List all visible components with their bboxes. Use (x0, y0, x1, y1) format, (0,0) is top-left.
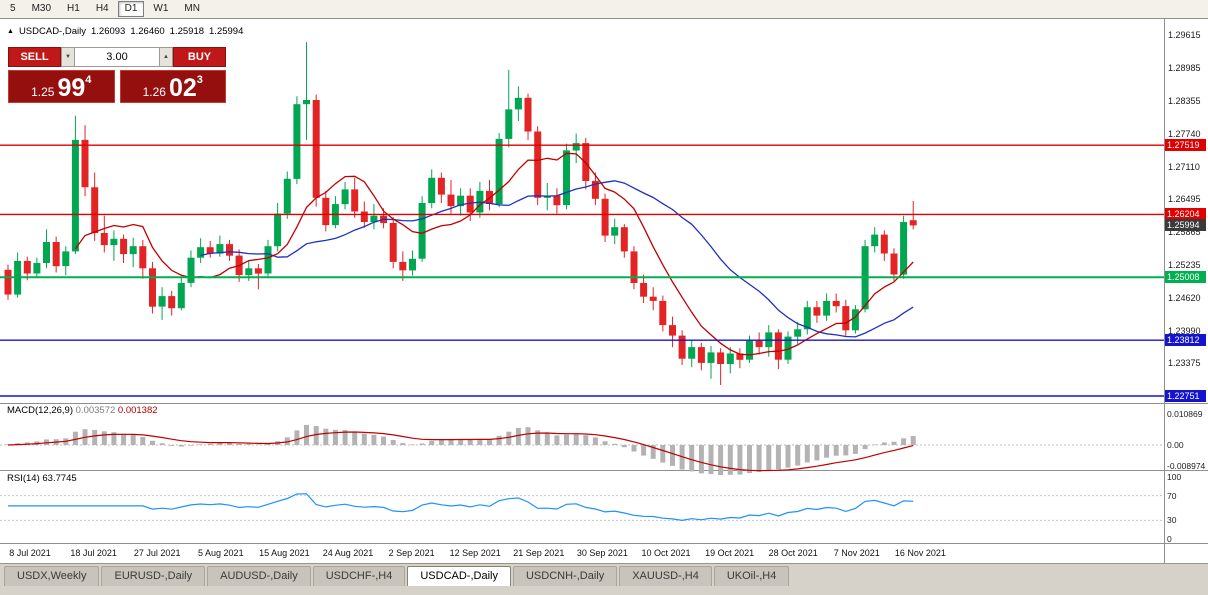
date-label: 8 Jul 2021 (9, 548, 51, 558)
date-label: 19 Oct 2021 (705, 548, 755, 558)
pane-dividers (0, 19, 1208, 563)
date-label: 5 Aug 2021 (198, 548, 244, 558)
timeframe-button-h1[interactable]: H1 (60, 1, 87, 17)
chart-tab-usdchf-h4[interactable]: USDCHF-,H4 (312, 566, 406, 586)
date-label: 16 Nov 2021 (894, 548, 946, 558)
chart-tab-ukoil-h4[interactable]: UKOil-,H4 (713, 566, 790, 586)
candles-layer (4, 42, 917, 385)
ohlc-high: 1.26460 (130, 26, 165, 37)
chart-tab-eurusd-daily[interactable]: EURUSD-,Daily (101, 566, 206, 586)
date-label: 18 Jul 2021 (70, 548, 117, 558)
buy-price-sup: 3 (196, 74, 203, 86)
chart-canvas[interactable] (0, 19, 1208, 563)
sell-price-big: 99 (57, 74, 86, 102)
chart-symbol-label: USDCAD-,Daily (18, 26, 86, 37)
volume-input[interactable] (75, 47, 159, 67)
one-click-trading-panel: SELL ▼ ▲ BUY 1.25 99 4 1.26 02 3 (8, 47, 226, 103)
chart-tab-usdx-weekly[interactable]: USDX,Weekly (4, 566, 100, 586)
sell-price-small: 1.25 (31, 85, 55, 99)
chart-marker-icon: ▲ (7, 28, 14, 35)
date-label: 15 Aug 2021 (259, 548, 310, 558)
timeframe-button-mn[interactable]: MN (177, 1, 207, 17)
date-label: 21 Sep 2021 (513, 548, 565, 558)
ohlc-close: 1.25994 (209, 26, 244, 37)
ma-fast-line (74, 152, 914, 356)
rsi-value: 63.7745 (42, 473, 77, 484)
date-label: 27 Jul 2021 (133, 548, 181, 558)
macd-pane (0, 424, 1164, 475)
macd-label: MACD(12,26,9) 0.003572 0.001382 (7, 405, 158, 416)
time-axis[interactable]: 8 Jul 2021 18 Jul 2021 27 Jul 2021 5 Aug 20… (0, 546, 1164, 562)
volume-decrease-button[interactable]: ▼ (61, 47, 75, 67)
buy-button[interactable]: BUY (173, 47, 226, 67)
rsi-pane (0, 493, 1164, 522)
sell-price-sup: 4 (85, 74, 92, 86)
chart-window: ▲ USDCAD-,Daily 1.26093 1.26460 1.25918 … (0, 19, 1208, 563)
macd-signal-value: 0.001382 (117, 405, 158, 416)
sell-button[interactable]: SELL (8, 47, 61, 67)
chart-tab-audusd-daily[interactable]: AUDUSD-,Daily (207, 566, 311, 586)
ohlc-open: 1.26093 (90, 26, 126, 37)
ma-slow-line (200, 180, 914, 338)
chevron-down-icon: ▼ (65, 54, 71, 60)
date-label: 2 Sep 2021 (388, 548, 435, 558)
horizontal-lines[interactable] (0, 144, 1164, 397)
macd-main-value: 0.003572 (75, 405, 116, 416)
chart-tabs-bar: USDX,Weekly EURUSD-,Daily AUDUSD-,Daily USD… (0, 563, 1208, 595)
date-label: 12 Sep 2021 (449, 548, 501, 558)
sell-price-display[interactable]: 1.25 99 4 (8, 70, 115, 103)
rsi-name: RSI(14) (7, 473, 40, 484)
date-label: 28 Oct 2021 (768, 548, 818, 558)
timeframe-button-m30[interactable]: M30 (25, 1, 58, 17)
chart-tab-usdcnh-daily[interactable]: USDCNH-,Daily (512, 566, 618, 586)
date-label: 7 Nov 2021 (833, 548, 880, 558)
volume-increase-button[interactable]: ▲ (159, 47, 173, 67)
timeframe-button-h4[interactable]: H4 (89, 1, 116, 17)
rsi-label: RSI(14) 63.7745 (7, 473, 77, 484)
timeframe-button-d1[interactable]: D1 (117, 1, 145, 17)
chart-tab-usdcad-daily[interactable]: USDCAD-,Daily (407, 566, 511, 586)
buy-price-display[interactable]: 1.26 02 3 (119, 70, 226, 103)
date-label: 24 Aug 2021 (322, 548, 374, 558)
buy-price-small: 1.26 (142, 85, 166, 99)
macd-name: MACD(12,26,9) (7, 405, 73, 416)
chart-title: ▲ USDCAD-,Daily 1.26093 1.26460 1.25918 … (7, 26, 243, 37)
timeframe-button-w1[interactable]: W1 (146, 1, 175, 17)
chart-tab-xauusd-h4[interactable]: XAUUSD-,H4 (619, 566, 712, 586)
date-label: 10 Oct 2021 (641, 548, 691, 558)
timeframe-button-5[interactable]: 5 (3, 1, 23, 17)
chevron-up-icon: ▲ (163, 54, 169, 60)
trade-prices-row: 1.25 99 4 1.26 02 3 (8, 70, 226, 103)
buy-price-big: 02 (168, 74, 197, 102)
ohlc-low: 1.25918 (169, 26, 205, 37)
trade-controls-row: SELL ▼ ▲ BUY (8, 47, 226, 67)
timeframe-toolbar: 5 M30 H1 H4 D1 W1 MN (0, 0, 1208, 19)
date-label: 30 Sep 2021 (576, 548, 628, 558)
